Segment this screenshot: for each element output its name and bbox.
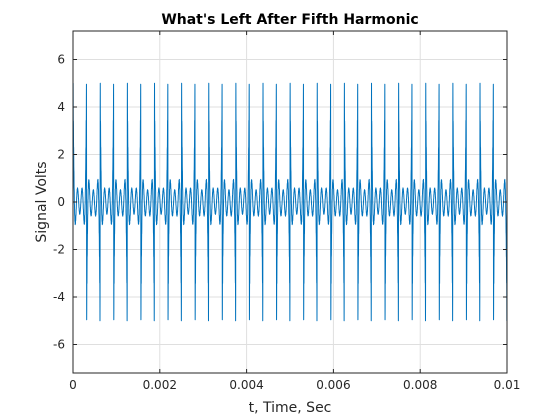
y-tick-label: -2 [53,243,65,257]
y-tick-label: 4 [57,100,65,114]
axis-ticks: 0 0.002 0.004 0.006 0.008 0.01 -6 -4 -2 0 2 4 6 [53,31,520,392]
x-tick-label: 0.004 [229,378,263,392]
series-line [72,82,508,322]
x-tick-label: 0.008 [403,378,437,392]
x-axis-label: t, Time, Sec [249,400,332,416]
x-tick-label: 0.006 [316,378,350,392]
y-tick-label: -4 [53,290,65,304]
y-tick-label: -6 [53,338,65,352]
y-tick-label: 2 [57,148,65,162]
y-tick-label: 0 [57,195,65,209]
x-tick-label: 0 [69,378,77,392]
series-layer [72,82,508,322]
x-tick-label: 0.002 [143,378,177,392]
chart-title: What's Left After Fifth Harmonic [161,12,418,28]
y-tick-label: 6 [57,53,65,67]
y-axis-label: Signal Volts [34,161,50,242]
x-tick-label: 0.01 [494,378,521,392]
